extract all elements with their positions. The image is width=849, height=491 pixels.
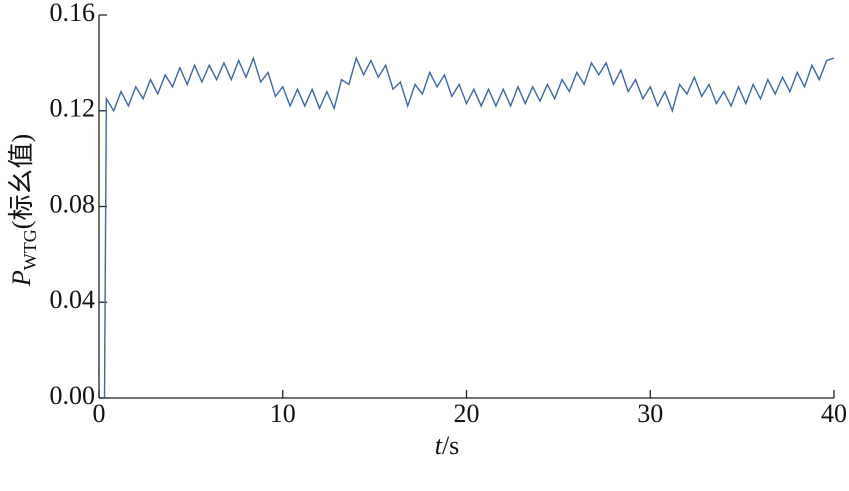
y-tick-label: 0.16	[50, 0, 96, 27]
x-axis-label: t/s	[435, 431, 460, 460]
y-axis-label: PWTG(标幺值)	[7, 134, 40, 287]
x-label-var: t	[435, 431, 443, 460]
y-label-sub: WTG	[20, 229, 40, 270]
data-line	[103, 55, 835, 399]
y-label-main: P	[7, 270, 36, 287]
x-label-unit: /s	[442, 431, 459, 460]
x-tick-label: 30	[637, 399, 663, 428]
y-tick-label: 0.04	[50, 285, 96, 314]
x-tick-label: 40	[821, 399, 847, 428]
y-label-unit: (标幺值)	[7, 134, 36, 229]
y-tick-label: 0.08	[50, 189, 96, 218]
x-tick-label: 0	[93, 399, 106, 428]
y-tick-label: 0.12	[50, 94, 96, 123]
x-tick-label: 20	[454, 399, 480, 428]
x-tick-label: 10	[270, 399, 296, 428]
y-tick-label: 0.00	[50, 381, 96, 410]
